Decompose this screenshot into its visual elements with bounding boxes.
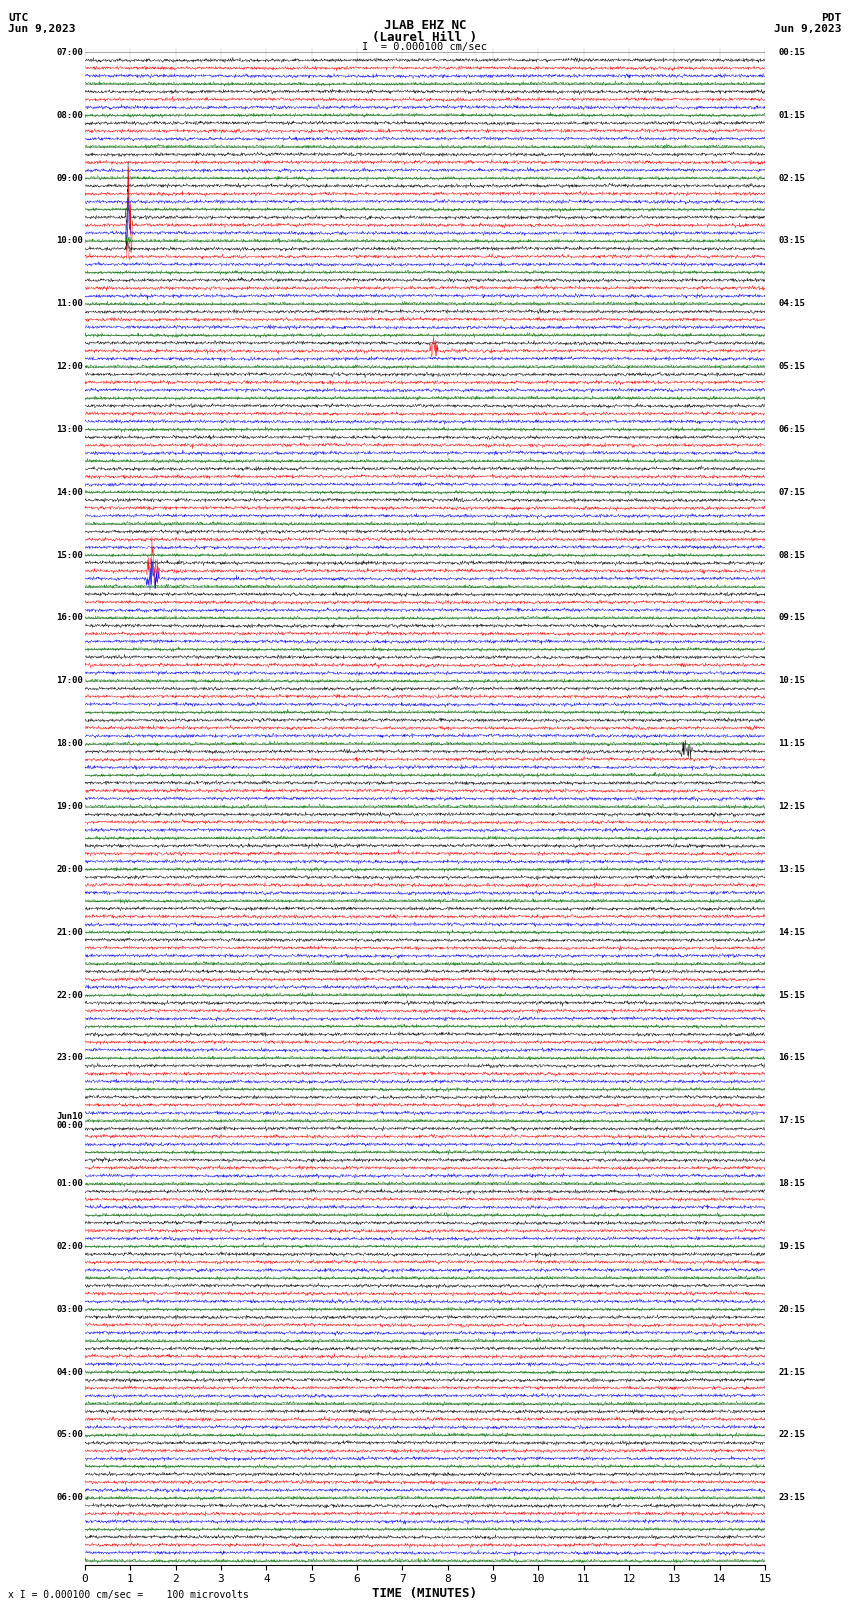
Text: 05:00: 05:00 (57, 1431, 83, 1439)
Text: 02:15: 02:15 (779, 174, 806, 182)
Text: 10:15: 10:15 (779, 676, 806, 686)
Text: 03:00: 03:00 (57, 1305, 83, 1313)
Text: 02:00: 02:00 (57, 1242, 83, 1252)
Text: 06:00: 06:00 (57, 1494, 83, 1502)
Text: 05:15: 05:15 (779, 361, 806, 371)
Text: 01:00: 01:00 (57, 1179, 83, 1189)
Text: 23:15: 23:15 (779, 1494, 806, 1502)
Text: 13:00: 13:00 (57, 424, 83, 434)
Text: Jun10: Jun10 (57, 1111, 83, 1121)
Text: 07:00: 07:00 (57, 48, 83, 56)
Text: 19:00: 19:00 (57, 802, 83, 811)
Text: 10:00: 10:00 (57, 237, 83, 245)
Text: 17:15: 17:15 (779, 1116, 806, 1126)
Text: 13:15: 13:15 (779, 865, 806, 874)
Text: (Laurel Hill ): (Laurel Hill ) (372, 31, 478, 44)
Text: 20:00: 20:00 (57, 865, 83, 874)
Text: 03:15: 03:15 (779, 237, 806, 245)
Text: 04:15: 04:15 (779, 300, 806, 308)
Text: 12:15: 12:15 (779, 802, 806, 811)
Text: JLAB EHZ NC: JLAB EHZ NC (383, 19, 467, 32)
X-axis label: TIME (MINUTES): TIME (MINUTES) (372, 1587, 478, 1600)
Text: UTC: UTC (8, 13, 29, 23)
Text: 21:00: 21:00 (57, 927, 83, 937)
Text: 00:15: 00:15 (779, 48, 806, 56)
Text: PDT: PDT (821, 13, 842, 23)
Text: 11:15: 11:15 (779, 739, 806, 748)
Text: 14:00: 14:00 (57, 487, 83, 497)
Text: 15:00: 15:00 (57, 550, 83, 560)
Text: 21:15: 21:15 (779, 1368, 806, 1376)
Text: 22:00: 22:00 (57, 990, 83, 1000)
Text: 11:00: 11:00 (57, 300, 83, 308)
Text: 14:15: 14:15 (779, 927, 806, 937)
Text: x I = 0.000100 cm/sec =    100 microvolts: x I = 0.000100 cm/sec = 100 microvolts (8, 1590, 249, 1600)
Text: 12:00: 12:00 (57, 361, 83, 371)
Text: 07:15: 07:15 (779, 487, 806, 497)
Text: 19:15: 19:15 (779, 1242, 806, 1252)
Text: 00:00: 00:00 (57, 1121, 83, 1129)
Text: 15:15: 15:15 (779, 990, 806, 1000)
Text: I  = 0.000100 cm/sec: I = 0.000100 cm/sec (362, 42, 488, 52)
Text: 01:15: 01:15 (779, 111, 806, 119)
Text: 18:15: 18:15 (779, 1179, 806, 1189)
Text: Jun 9,2023: Jun 9,2023 (774, 24, 842, 34)
Text: 17:00: 17:00 (57, 676, 83, 686)
Text: 23:00: 23:00 (57, 1053, 83, 1063)
Text: 09:15: 09:15 (779, 613, 806, 623)
Text: 20:15: 20:15 (779, 1305, 806, 1313)
Text: 18:00: 18:00 (57, 739, 83, 748)
Text: 08:15: 08:15 (779, 550, 806, 560)
Text: 16:00: 16:00 (57, 613, 83, 623)
Text: 06:15: 06:15 (779, 424, 806, 434)
Text: 08:00: 08:00 (57, 111, 83, 119)
Text: Jun 9,2023: Jun 9,2023 (8, 24, 76, 34)
Text: 16:15: 16:15 (779, 1053, 806, 1063)
Text: 22:15: 22:15 (779, 1431, 806, 1439)
Text: 09:00: 09:00 (57, 174, 83, 182)
Text: 04:00: 04:00 (57, 1368, 83, 1376)
